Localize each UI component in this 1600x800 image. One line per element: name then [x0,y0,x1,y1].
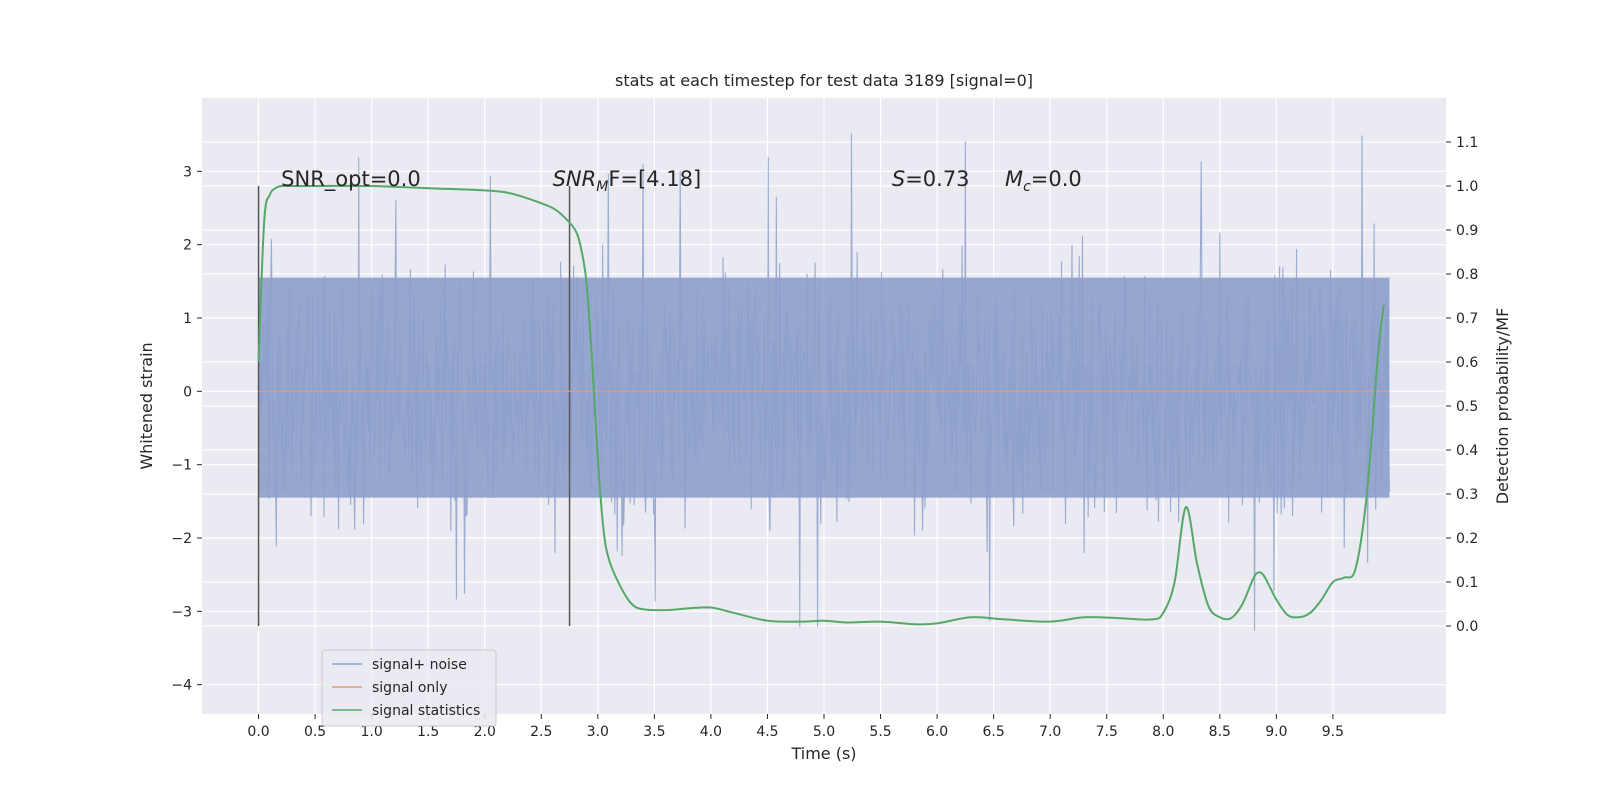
x-axis-label: Time (s) [790,744,856,763]
x-tick-label: 8.0 [1152,724,1174,740]
chart-title: stats at each timestep for test data 318… [615,71,1033,90]
y-axis-ticks: 3 2 1 0 −1 −2 −3 −4 [171,164,202,694]
y-right-tick-label: 0.7 [1456,311,1478,327]
annotation: SNR_opt=0.0 [281,167,421,192]
legend-label-signal-noise: signal+ noise [372,657,467,673]
x-tick-label: 4.0 [700,724,722,740]
legend-box [321,649,497,727]
x-tick-label: 3.5 [643,724,665,740]
y-tick-label: −3 [171,604,192,620]
y-right-tick-label: 0.3 [1456,487,1478,503]
x-tick-label: 8.5 [1209,724,1231,740]
x-tick-label: 1.5 [417,724,439,740]
signal-noise-series [258,133,1390,631]
y-right-tick-label: 0.2 [1456,531,1478,547]
legend: signal+ noise signal only signal statist… [321,649,497,727]
legend-label-signal-only: signal only [372,680,447,696]
annotation: Mc=0.0 [1005,167,1082,195]
x-tick-label: 0.0 [247,724,269,740]
vertical-markers [257,186,571,626]
y-right-tick-label: 0.9 [1456,223,1478,239]
y-right-tick-label: 0.1 [1456,575,1478,591]
x-tick-label: 5.5 [869,724,891,740]
y-axis-label: Whitened strain [137,342,156,469]
noise-band [258,277,1390,498]
x-tick-label: 2.5 [530,724,552,740]
y-right-tick-label: 0.4 [1456,443,1478,459]
x-tick-label: 1.0 [361,724,383,740]
y-right-tick-label: 1.0 [1456,179,1478,195]
y-tick-label: −4 [171,678,192,694]
x-tick-label: 7.0 [1039,724,1061,740]
y-right-tick-label: 0.5 [1456,399,1478,415]
y-tick-label: −1 [171,458,192,474]
x-tick-label: 4.5 [756,724,778,740]
y-right-axis-ticks: 1.1 1.0 0.9 0.8 0.7 0.6 0.5 0.4 0.3 0.2 0.1 0.0 [1446,135,1478,635]
y-tick-label: 0 [183,384,192,400]
annotation: S=0.73 [892,167,970,191]
x-tick-label: 2.0 [474,724,496,740]
x-tick-label: 9.0 [1265,724,1287,740]
x-tick-label: 7.5 [1096,724,1118,740]
x-tick-label: 3.0 [587,724,609,740]
legend-label-signal-statistics: signal statistics [372,703,480,719]
annotation: SNRMF=[4.18] [553,167,702,195]
signal-statistics-series [257,184,1385,626]
x-axis-ticks: 0.0 0.5 1.0 1.5 2.0 2.5 3.0 3.5 4.0 4.5 5.0 5.5 6.0 6… [247,714,1344,740]
y-right-axis-label: Detection probability/MF [1493,308,1512,505]
y-tick-label: −2 [171,531,192,547]
x-tick-label: 6.0 [926,724,948,740]
x-tick-label: 0.5 [304,724,326,740]
y-right-tick-label: 1.1 [1456,135,1478,151]
x-tick-label: 9.5 [1322,724,1344,740]
annotations: SNR_opt=0.0 SNRMF=[4.18] S=0.73 Mc=0.0 [281,167,1082,195]
y-tick-label: 2 [183,238,192,254]
x-tick-label: 6.5 [983,724,1005,740]
y-right-tick-label: 0.8 [1456,267,1478,283]
y-right-tick-label: 0.0 [1456,619,1478,635]
x-tick-label: 5.0 [813,724,835,740]
y-tick-label: 3 [183,164,192,180]
y-right-tick-label: 0.6 [1456,355,1478,371]
y-tick-label: 1 [183,311,192,327]
